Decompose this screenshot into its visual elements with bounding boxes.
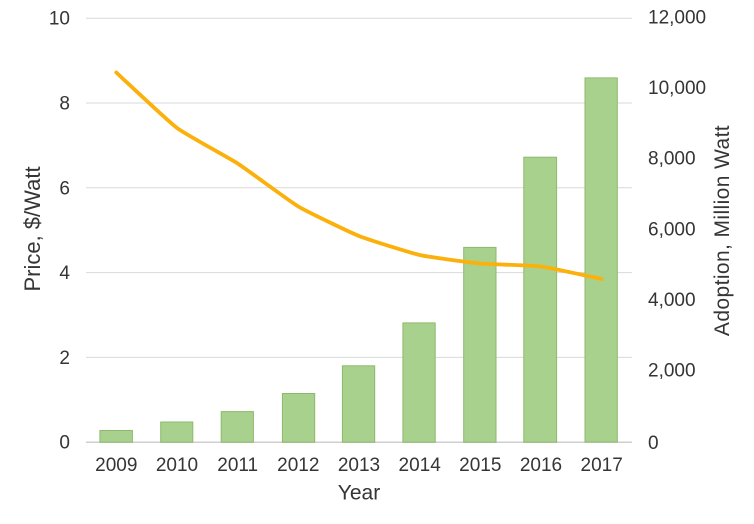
svg-text:0: 0 [648, 433, 659, 454]
svg-text:0: 0 [59, 433, 70, 454]
svg-text:Adoption, Million Watt: Adoption, Million Watt [711, 125, 734, 336]
svg-text:2009: 2009 [95, 455, 137, 476]
svg-text:12,000: 12,000 [648, 7, 706, 28]
svg-text:6: 6 [59, 178, 70, 199]
svg-text:2011: 2011 [217, 455, 258, 476]
svg-text:2,000: 2,000 [648, 361, 696, 382]
svg-text:8: 8 [59, 94, 70, 115]
svg-text:6,000: 6,000 [648, 219, 696, 240]
svg-text:4,000: 4,000 [648, 290, 696, 311]
svg-text:8,000: 8,000 [648, 149, 696, 170]
svg-text:Year: Year [338, 482, 380, 505]
svg-text:10: 10 [49, 9, 70, 30]
svg-text:2017: 2017 [581, 455, 623, 476]
svg-text:2010: 2010 [156, 455, 198, 476]
svg-text:Price, $/Watt: Price, $/Watt [20, 166, 45, 291]
svg-text:10,000: 10,000 [648, 78, 706, 99]
svg-text:2014: 2014 [399, 455, 442, 476]
svg-text:4: 4 [59, 263, 70, 284]
svg-text:2013: 2013 [338, 455, 380, 476]
svg-text:2016: 2016 [520, 455, 562, 476]
svg-text:2: 2 [59, 348, 70, 369]
svg-text:2015: 2015 [459, 455, 501, 476]
svg-text:2012: 2012 [277, 455, 319, 476]
